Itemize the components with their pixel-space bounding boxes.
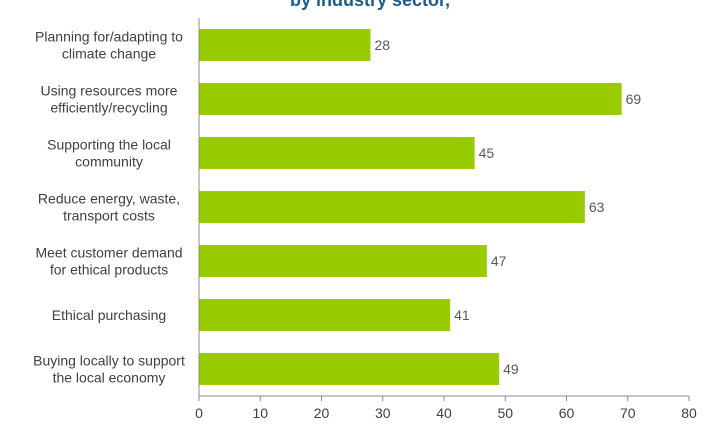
x-tick-label-10: 10 (252, 405, 268, 421)
category-label-5: Meet customer demand for ethical products (35, 245, 182, 278)
x-tick-label-60: 60 (559, 405, 575, 421)
category-label-6: Ethical purchasing (52, 307, 166, 323)
value-label-3: 45 (479, 145, 495, 161)
bar-1 (199, 29, 371, 61)
x-tick-label-80: 80 (681, 405, 697, 421)
x-tick-label-40: 40 (436, 405, 452, 421)
category-label-3: Supporting the local community (47, 137, 171, 170)
x-tick-label-70: 70 (620, 405, 636, 421)
bar-3 (199, 137, 475, 169)
value-label-6: 41 (454, 307, 470, 323)
bar-6 (199, 299, 451, 331)
category-label-1: Planning for/adapting to climate change (35, 29, 183, 62)
category-label-7: Buying locally to support the local econo… (33, 353, 185, 386)
category-labels: Planning for/adapting to climate change Us… (33, 29, 185, 386)
value-label-7: 49 (503, 361, 519, 377)
chart-title-fragment: by industry sector, (290, 0, 450, 10)
x-tick-label-20: 20 (314, 405, 330, 421)
bar-2 (199, 83, 622, 115)
value-label-5: 47 (491, 253, 507, 269)
value-label-4: 63 (589, 199, 605, 215)
bars-group (199, 29, 622, 385)
category-label-2: Using resources more efficiently/recyclin… (41, 83, 178, 116)
x-tick-label-30: 30 (375, 405, 391, 421)
value-label-1: 28 (375, 37, 391, 53)
x-tick-label-50: 50 (497, 405, 513, 421)
bar-4 (199, 191, 585, 223)
x-axis-ticks: 0 10 20 30 40 50 60 70 80 (195, 396, 697, 421)
bar-7 (199, 353, 500, 385)
x-tick-label-0: 0 (195, 405, 203, 421)
bar-5 (199, 245, 487, 277)
value-label-2: 69 (626, 91, 642, 107)
category-label-4: Reduce energy, waste, transport costs (38, 191, 180, 224)
value-labels: 28 69 45 63 47 41 49 (375, 37, 642, 377)
